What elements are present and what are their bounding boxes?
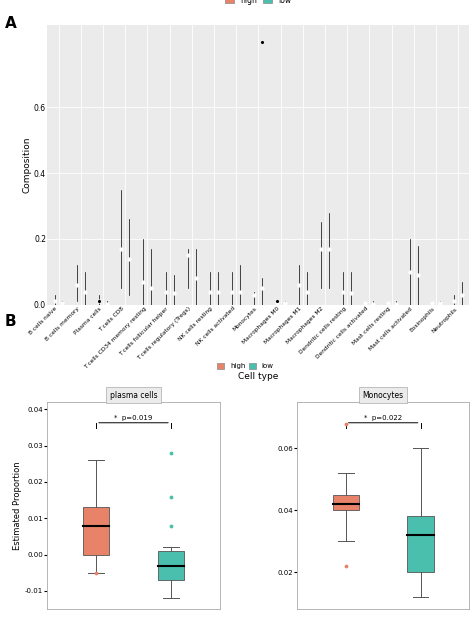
Bar bbox=[333, 495, 359, 510]
Legend: high, low: high, low bbox=[222, 0, 295, 8]
Text: A: A bbox=[5, 16, 17, 31]
Title: Monocytes: Monocytes bbox=[363, 391, 404, 400]
Bar bbox=[408, 516, 434, 572]
Bar bbox=[83, 507, 109, 555]
Text: *  p=0.019: * p=0.019 bbox=[114, 414, 153, 421]
Text: *  p=0.022: * p=0.022 bbox=[364, 414, 402, 421]
Legend: high, low: high, low bbox=[215, 360, 276, 372]
Bar bbox=[158, 551, 184, 580]
X-axis label: Cell type: Cell type bbox=[238, 372, 279, 381]
Title: plasma cells: plasma cells bbox=[109, 391, 157, 400]
Y-axis label: Composition: Composition bbox=[22, 137, 31, 193]
Text: B: B bbox=[5, 314, 17, 329]
Y-axis label: Estimated Proportion: Estimated Proportion bbox=[13, 462, 22, 550]
